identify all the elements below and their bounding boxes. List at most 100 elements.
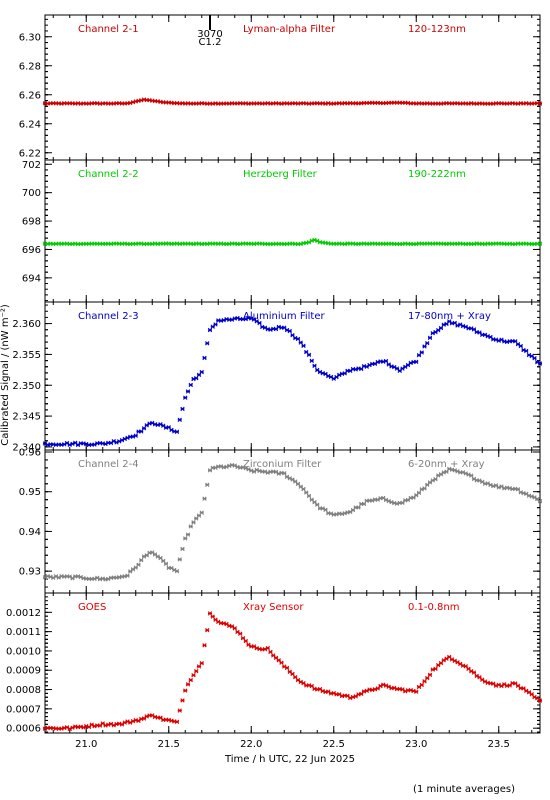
data-point: [295, 336, 301, 342]
data-point: [284, 665, 290, 671]
y-tick-label: 2.360: [12, 319, 41, 330]
x-tick-label: 21.0: [75, 739, 97, 750]
panel-5: 0.0006 0.0007 0.0008 0.0009 0.0010 0.0011 0.00…: [6, 592, 543, 750]
data-point: [414, 689, 419, 694]
y-tick-label: 0.94: [19, 527, 41, 538]
data-point: [471, 670, 477, 675]
panel-frame: [44, 449, 541, 594]
y-tick-label: 0.95: [19, 487, 41, 498]
data-point: [174, 429, 180, 435]
data-point: [427, 672, 433, 678]
data-point: [243, 638, 248, 644]
y-tick-label: 0.93: [19, 567, 41, 578]
panel-frame: [44, 592, 541, 734]
panel-3: 2.340 2.345 2.350 2.355 2.360 Channel 2-3 Alum…: [12, 301, 543, 453]
data-point: [301, 486, 306, 492]
data-point: [180, 546, 185, 552]
panel-frame: [44, 159, 541, 303]
data-point: [279, 660, 284, 665]
y-tick-label: 0.0010: [6, 646, 41, 657]
y-tick-label: 700: [22, 188, 41, 199]
panel-channel-label: Channel 2-2: [78, 169, 139, 180]
data-point: [419, 682, 424, 688]
panel-2: 694 696 698 700 702 Channel 2-2 Herzberg Filte…: [22, 159, 543, 303]
data-point: [282, 471, 287, 476]
y-tick-label: 0.0012: [6, 608, 41, 619]
data-point: [188, 677, 193, 683]
panel-channel-label: Channel 2-4: [78, 459, 139, 470]
data-point: [177, 557, 182, 562]
x-tick-label: 22.0: [240, 739, 262, 750]
data-point: [199, 510, 204, 515]
panel-frame: [44, 301, 541, 451]
data-point: [315, 502, 320, 507]
panel-band-label: 17-80nm + Xray: [408, 311, 491, 322]
y-tick-label: 6.26: [19, 90, 41, 101]
data-point: [287, 328, 292, 334]
data-point: [537, 101, 543, 106]
y-tick-label: 0.0007: [6, 704, 41, 715]
y-tick-label: 2.340: [12, 442, 41, 453]
panel-filter-label: Herzberg Filter: [243, 169, 318, 180]
x-axis-label: Time / h UTC, 22 Jun 2025: [224, 754, 355, 765]
y-tick-label: 6.28: [19, 61, 41, 72]
flare-marker-id: 3070: [197, 29, 222, 40]
data-point: [196, 664, 202, 669]
y-tick-label: 2.355: [12, 350, 41, 361]
data-point: [433, 666, 438, 672]
data-point: [125, 573, 130, 578]
data-point: [202, 355, 207, 361]
data-point: [306, 493, 312, 499]
panel-4: 0.93 0.94 0.95 0.96 Channel 2-4 Zirconium Fil…: [19, 447, 543, 594]
data-point: [422, 344, 427, 349]
data-point: [537, 499, 543, 504]
y-axis-label: Calibrated Signal / (nW m⁻²): [0, 304, 11, 446]
data-point: [207, 327, 213, 333]
y-tick-label: 6.30: [19, 32, 41, 43]
data-point: [194, 668, 199, 674]
data-point: [524, 348, 529, 354]
data-point: [183, 536, 188, 541]
footer-note: (1 minute averages): [413, 784, 515, 795]
data-point: [257, 320, 262, 326]
data-point: [188, 524, 193, 529]
data-point: [136, 562, 141, 567]
data-point: [518, 343, 523, 349]
data-point: [183, 395, 188, 400]
y-tick-label: 6.22: [19, 148, 41, 159]
y-tick-label: 0.96: [19, 447, 41, 458]
data-point: [438, 325, 444, 331]
data-point: [356, 505, 361, 510]
panel-band-label: 190-222nm: [408, 169, 466, 180]
panel-filter-label: Aluminium Filter: [243, 311, 326, 322]
data-point: [414, 359, 419, 364]
data-point: [416, 490, 422, 496]
data-point: [268, 649, 273, 655]
y-tick-label: 698: [22, 217, 41, 228]
data-point: [537, 361, 543, 366]
data-point: [323, 507, 328, 512]
y-tick-label: 702: [22, 160, 41, 171]
y-tick-label: 2.350: [12, 381, 41, 392]
data-point: [425, 675, 430, 681]
panel-channel-label: GOES: [78, 602, 106, 613]
data-point: [199, 369, 204, 375]
data-point: [199, 660, 204, 666]
panel-filter-label: Zirconium Filter: [243, 459, 322, 470]
data-point: [139, 557, 144, 563]
data-point: [185, 532, 191, 537]
data-point: [232, 626, 237, 631]
data-point: [469, 473, 474, 478]
data-point: [309, 358, 314, 364]
data-point: [213, 322, 218, 327]
data-point: [205, 482, 210, 487]
x-tick-label: 22.5: [323, 739, 345, 750]
panel-channel-label: Channel 2-1: [78, 24, 139, 35]
data-point: [425, 341, 430, 346]
data-point: [177, 417, 182, 423]
data-point: [183, 688, 188, 693]
data-point: [532, 355, 537, 361]
data-point: [306, 352, 312, 358]
data-point: [177, 708, 182, 713]
